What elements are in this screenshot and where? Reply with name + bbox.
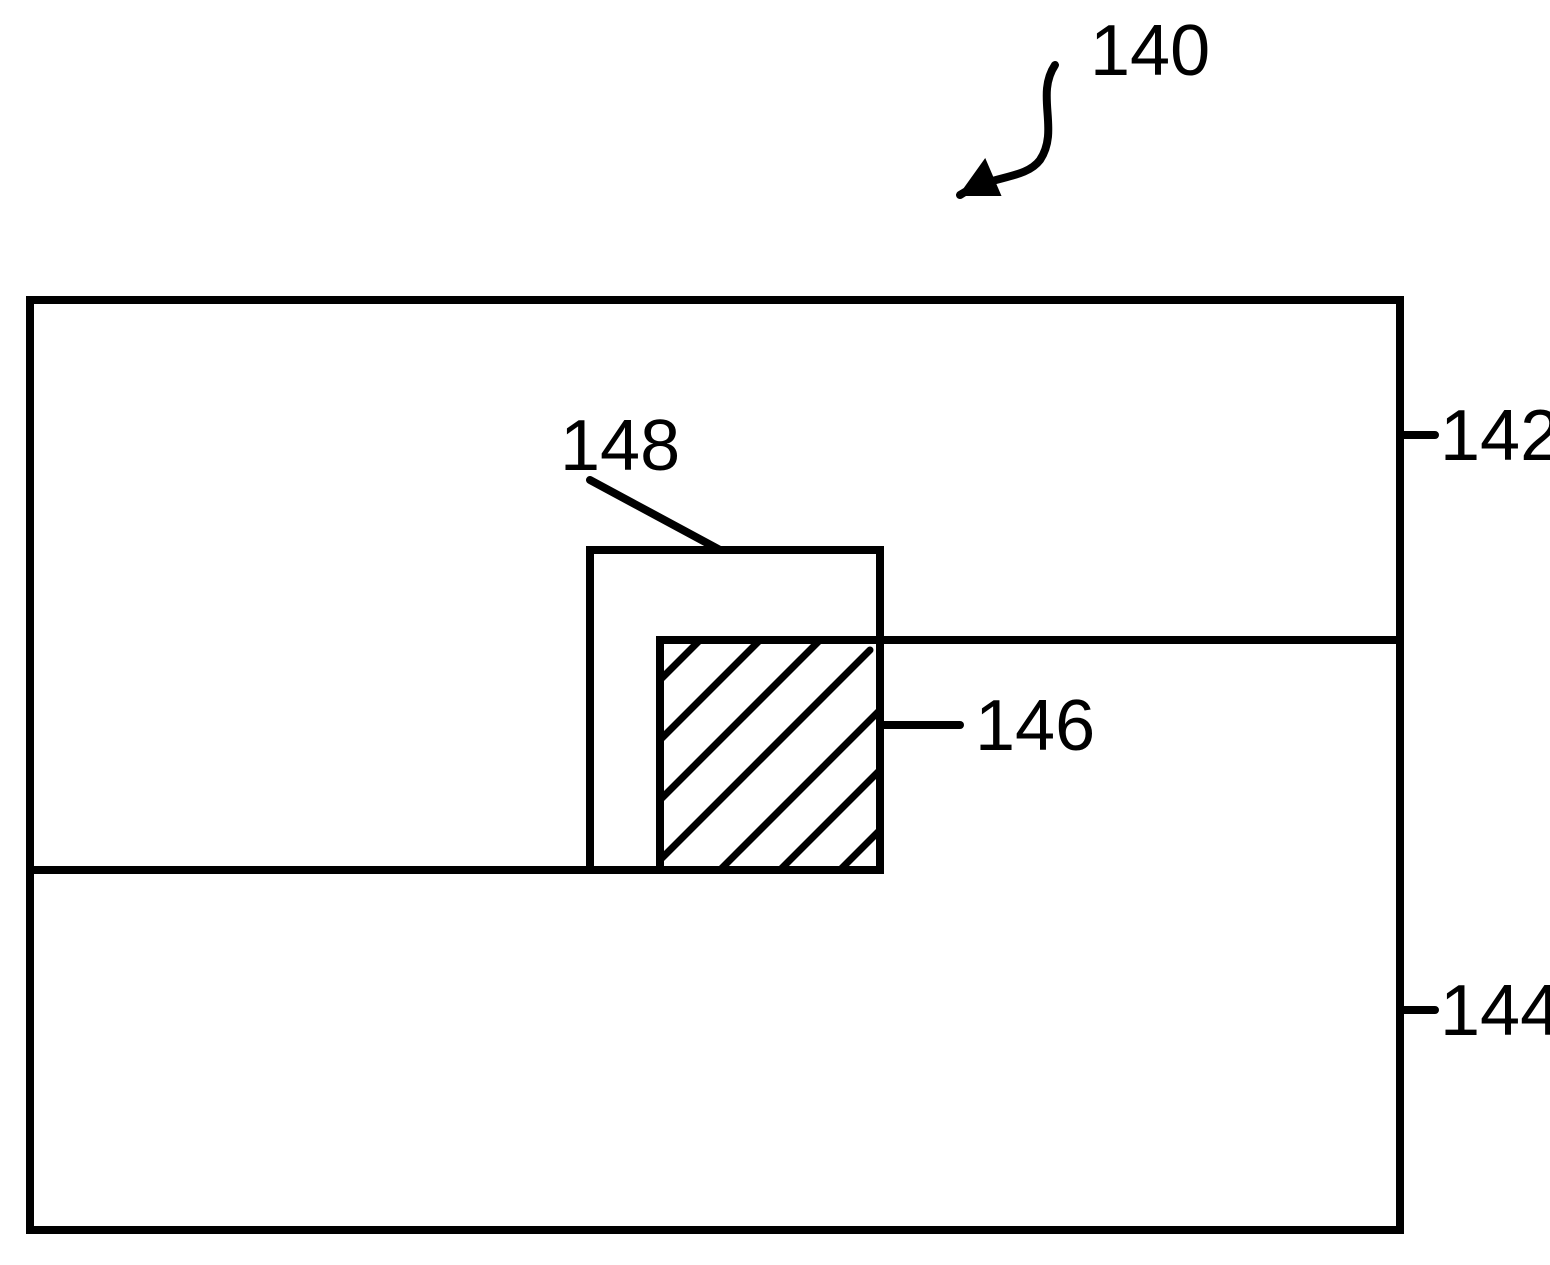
hatch-line [840, 830, 880, 870]
label-t142: 142 [1440, 396, 1550, 476]
leader-l148 [590, 480, 720, 550]
hatch-line [780, 770, 880, 870]
hatch-line [660, 640, 700, 680]
outer-box [30, 300, 1400, 1230]
label-t144: 144 [1440, 971, 1550, 1051]
label-t148: 148 [560, 406, 680, 486]
hatch-line [660, 640, 760, 740]
label-t146: 146 [975, 686, 1095, 766]
box-148 [590, 550, 880, 870]
hatch-group [660, 640, 880, 870]
label-t140: 140 [1090, 11, 1210, 91]
